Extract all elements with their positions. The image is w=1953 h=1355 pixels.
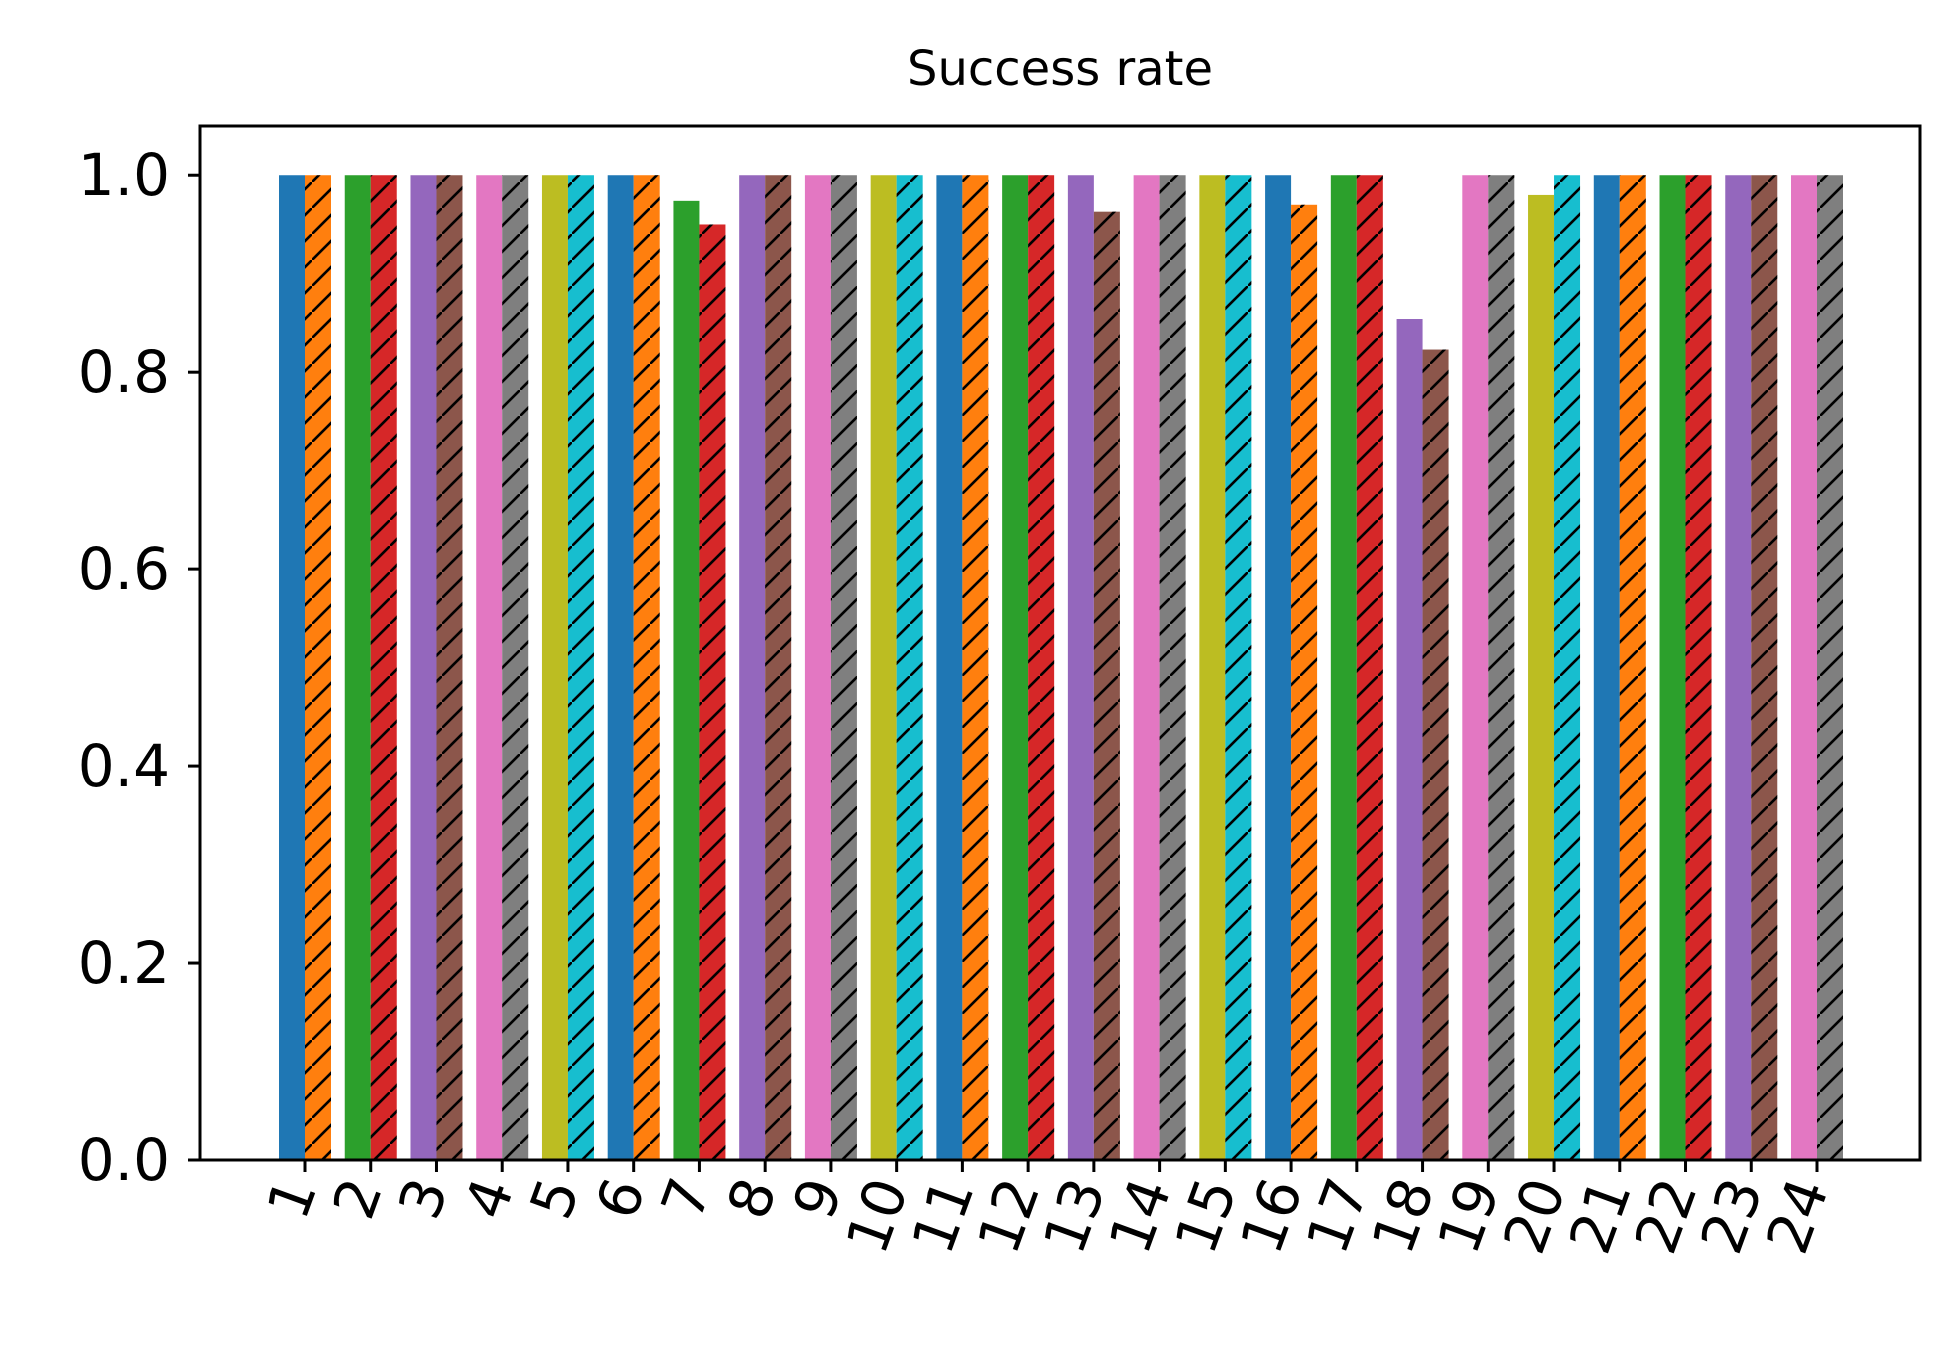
y-tick-label: 0.0 — [78, 1126, 170, 1194]
bar-hatch-14 — [1159, 175, 1186, 1160]
bar-10-series-1 — [870, 175, 897, 1160]
bar-hatch-23 — [1751, 175, 1778, 1160]
bar-hatch-9 — [830, 175, 857, 1160]
bar-hatch-8 — [765, 175, 792, 1160]
y-tick-label: 1.0 — [78, 141, 170, 209]
bar-hatch-5 — [567, 175, 594, 1160]
plot-frame — [198, 124, 1922, 1162]
bar-3-series-1 — [410, 175, 437, 1160]
bar-20-series-1 — [1528, 194, 1555, 1160]
bar-1-series-1 — [279, 175, 305, 1160]
bar-15-series-1 — [1199, 175, 1226, 1160]
bar-9-series-1 — [804, 175, 831, 1160]
x-tick-label: 6 — [582, 1170, 659, 1228]
bar-23-series-1 — [1725, 175, 1752, 1160]
bar-24-series-1 — [1791, 175, 1817, 1160]
bar-hatch-19 — [1488, 175, 1515, 1160]
bar-hatch-15 — [1225, 175, 1252, 1160]
x-tick-label: 7 — [648, 1170, 725, 1228]
bars-layer — [279, 175, 1843, 1161]
bar-hatch-13 — [1093, 211, 1120, 1160]
y-tick-label: 0.4 — [78, 732, 170, 800]
bar-hatch-3 — [436, 175, 463, 1160]
bar-hatch-18 — [1422, 349, 1449, 1160]
bar-hatch-21 — [1619, 175, 1646, 1160]
bar-hatch-4 — [502, 175, 529, 1160]
bar-hatch-11 — [962, 175, 989, 1160]
x-tick-label: 2 — [319, 1170, 396, 1228]
bar-6-series-1 — [607, 175, 634, 1160]
bar-2-series-1 — [344, 175, 371, 1160]
x-tick-label: 24 — [1753, 1170, 1842, 1263]
bar-13-series-1 — [1067, 175, 1094, 1160]
bar-21-series-1 — [1593, 175, 1620, 1160]
bar-19-series-1 — [1462, 175, 1489, 1160]
x-tick-label: 5 — [517, 1170, 594, 1228]
bar-17-series-1 — [1330, 175, 1357, 1160]
chart-title: Success rate — [907, 41, 1213, 97]
bar-4-series-1 — [476, 175, 503, 1160]
bar-8-series-1 — [739, 175, 766, 1160]
bar-hatch-6 — [633, 175, 660, 1160]
y-tick-label: 0.8 — [78, 338, 170, 406]
x-tick-label: 1 — [254, 1170, 331, 1228]
bar-hatch-2 — [370, 175, 397, 1160]
bar-hatch-22 — [1685, 175, 1712, 1160]
bar-12-series-1 — [1002, 175, 1029, 1160]
bar-hatch-16 — [1291, 204, 1318, 1160]
bar-hatch-24 — [1817, 175, 1843, 1160]
bar-hatch-12 — [1028, 175, 1055, 1160]
bar-hatch-7 — [699, 224, 726, 1160]
bar-5-series-1 — [541, 175, 568, 1160]
y-axis: 0.0 0.2 0.4 0.6 0.8 1.0 — [78, 141, 200, 1194]
bar-7-series-1 — [673, 200, 700, 1160]
bar-22-series-1 — [1659, 175, 1686, 1160]
bar-hatch-20 — [1554, 175, 1581, 1160]
bar-16-series-1 — [1265, 175, 1292, 1160]
bar-hatch-10 — [896, 175, 923, 1160]
y-tick-label: 0.2 — [78, 929, 170, 997]
y-tick-label: 0.6 — [78, 535, 170, 603]
bar-hatch-1 — [305, 175, 331, 1160]
x-tick-label: 3 — [385, 1170, 462, 1228]
bar-hatch-17 — [1356, 175, 1383, 1160]
x-tick-label: 4 — [451, 1170, 528, 1228]
bar-11-series-1 — [936, 175, 963, 1160]
bar-18-series-1 — [1396, 319, 1423, 1161]
x-tick-label: 8 — [714, 1170, 791, 1228]
bar-14-series-1 — [1133, 175, 1160, 1160]
